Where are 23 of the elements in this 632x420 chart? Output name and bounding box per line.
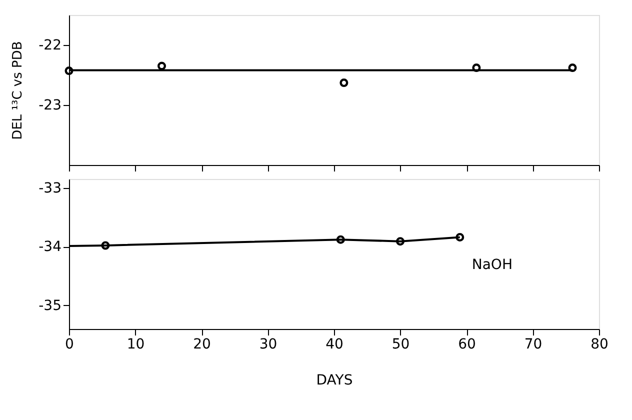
point <box>340 78 348 88</box>
x-tick-label: 20 <box>193 336 211 352</box>
y-tick-label: -35 <box>38 298 62 314</box>
point <box>157 62 166 70</box>
y-tick-label: -23 <box>38 98 62 114</box>
series-label: NaOH <box>472 257 512 274</box>
y-tick-label: -33 <box>38 180 62 196</box>
x-tick-label: 80 <box>590 336 608 352</box>
y-tick-label: -22 <box>38 38 62 54</box>
y-tick-label: -34 <box>38 239 62 256</box>
point <box>101 241 110 250</box>
x-axis-title: DAYS <box>316 372 353 388</box>
x-tick-label: 50 <box>392 336 410 352</box>
point <box>396 237 405 246</box>
x-tick-label: 40 <box>326 336 344 352</box>
point <box>336 235 345 244</box>
point <box>472 64 481 72</box>
y-axis-title: DEL ¹³C vs PDB <box>10 41 26 140</box>
x-tick-label: 70 <box>524 336 542 352</box>
x-tick-label: 10 <box>126 336 145 352</box>
x-tick-label: 0 <box>65 336 74 352</box>
x-tick-label: 30 <box>259 336 278 352</box>
x-tick-label: 60 <box>458 336 476 352</box>
